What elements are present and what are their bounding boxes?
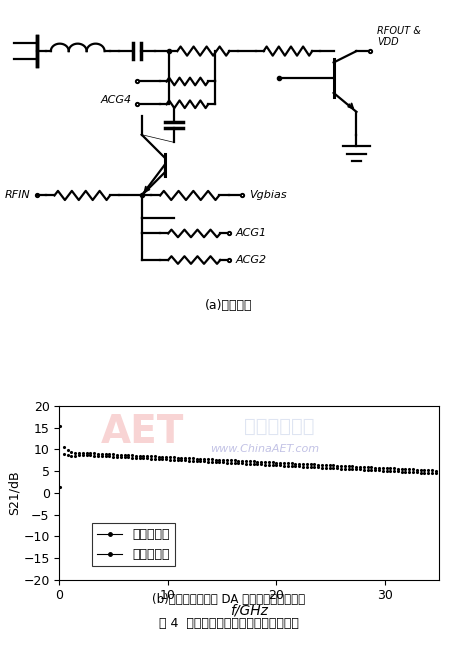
Text: AET: AET <box>101 413 185 451</box>
Text: RFOUT &
VDD: RFOUT & VDD <box>377 26 421 47</box>
Text: www.ChinaAET.com: www.ChinaAET.com <box>210 445 319 455</box>
Text: ACG1: ACG1 <box>235 229 266 238</box>
Text: (b)有无低频终端对 DA 的小信号增益的影响: (b)有无低频终端对 DA 的小信号增益的影响 <box>152 593 305 606</box>
Legend: 有低频终端, 无低频终端: 有低频终端, 无低频终端 <box>92 523 175 567</box>
Text: 图 4  低频终端及其增益改善效果仿真图: 图 4 低频终端及其增益改善效果仿真图 <box>159 617 298 630</box>
Text: Vgbias: Vgbias <box>249 191 287 200</box>
Text: RFIN: RFIN <box>5 191 30 200</box>
X-axis label: f/GHz: f/GHz <box>230 604 268 618</box>
Text: 电子技术应用: 电子技术应用 <box>244 417 315 436</box>
Y-axis label: S21/dB: S21/dB <box>7 470 21 515</box>
Text: (a)低频终端: (a)低频终端 <box>205 299 252 312</box>
Text: ACG2: ACG2 <box>235 255 266 265</box>
Text: ACG4: ACG4 <box>101 96 132 105</box>
